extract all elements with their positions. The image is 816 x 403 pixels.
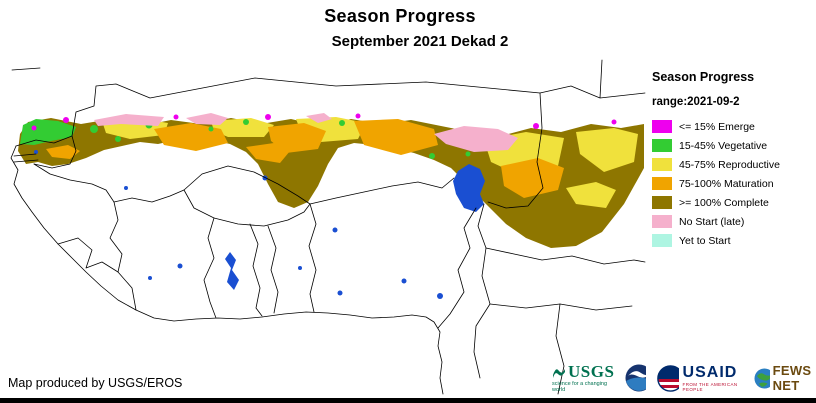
legend-item-label: 75-100% Maturation [679, 177, 774, 190]
usaid-logo: USAID FROM THE AMERICAN PEOPLE [657, 363, 743, 392]
legend-swatch [652, 139, 672, 152]
usgs-wave-icon [553, 369, 565, 378]
water-bodies [34, 150, 485, 299]
page-subtitle: September 2021 Dekad 2 [331, 33, 509, 50]
legend-item-label: 15-45% Vegetative [679, 139, 768, 152]
legend-item-reproductive: 45-75% Reproductive [652, 158, 814, 171]
patches-emerge [31, 113, 617, 131]
legend-swatch-color [652, 234, 672, 247]
legend-item-label: 45-75% Reproductive [679, 158, 780, 171]
legend-title: Season Progress [652, 70, 755, 84]
coastline [10, 145, 444, 395]
legend-swatch-color [652, 139, 672, 152]
legend-swatch-color [652, 196, 672, 209]
footer-logos: USGS science for a changing world [552, 362, 816, 394]
legend-swatch-color [652, 177, 672, 190]
lake-chad [453, 164, 485, 212]
legend-swatch [652, 196, 672, 209]
legend-item-emerge: <= 15% Emerge [652, 120, 814, 133]
patches-no-start [94, 113, 518, 152]
legend-swatch-color [652, 158, 672, 171]
legend-item-label: <= 15% Emerge [679, 120, 755, 133]
usgs-tagline: science for a changing world [552, 381, 608, 393]
legend-swatch [652, 120, 672, 133]
usaid-seal-icon [657, 364, 679, 392]
fewsnet-logo: FEWS NET [754, 363, 816, 393]
attribution-text: Map produced by USGS/EROS [8, 376, 183, 390]
legend-swatch [652, 158, 672, 171]
west-africa-map [10, 59, 646, 395]
country-borders [10, 59, 646, 395]
fewsnet-globe-icon [754, 368, 770, 388]
lake-volta [225, 252, 239, 290]
legend-swatch-color [652, 215, 672, 228]
page-title: Season Progress [324, 6, 476, 26]
usaid-wordmark: USAID [682, 363, 738, 381]
bottom-border-line [0, 398, 816, 403]
legend-item-maturation: 75-100% Maturation [652, 177, 814, 190]
legend-item-label: >= 100% Complete [679, 196, 769, 209]
fewsnet-wordmark: FEWS NET [772, 363, 812, 393]
usgs-logo: USGS science for a changing world [552, 363, 614, 393]
legend-item-complete: >= 100% Complete [652, 196, 814, 209]
legend-swatch [652, 215, 672, 228]
usaid-tagline: FROM THE AMERICAN PEOPLE [682, 381, 738, 392]
legend-item-vegetative: 15-45% Vegetative [652, 139, 814, 152]
legend-item-yet-to-start: Yet to Start [652, 234, 814, 247]
legend-range: range:2021-09-2 [652, 96, 740, 108]
legend-item-label: Yet to Start [679, 234, 731, 247]
legend-item-label: No Start (late) [679, 215, 745, 228]
legend-swatch [652, 234, 672, 247]
usgs-wordmark: USGS [568, 362, 615, 381]
legend-item-no-start: No Start (late) [652, 215, 814, 228]
legend: Season Progress range:2021-09-2 <= 15% E… [652, 70, 814, 253]
legend-swatch [652, 177, 672, 190]
noaa-logo [625, 364, 647, 392]
legend-swatch-color [652, 120, 672, 133]
